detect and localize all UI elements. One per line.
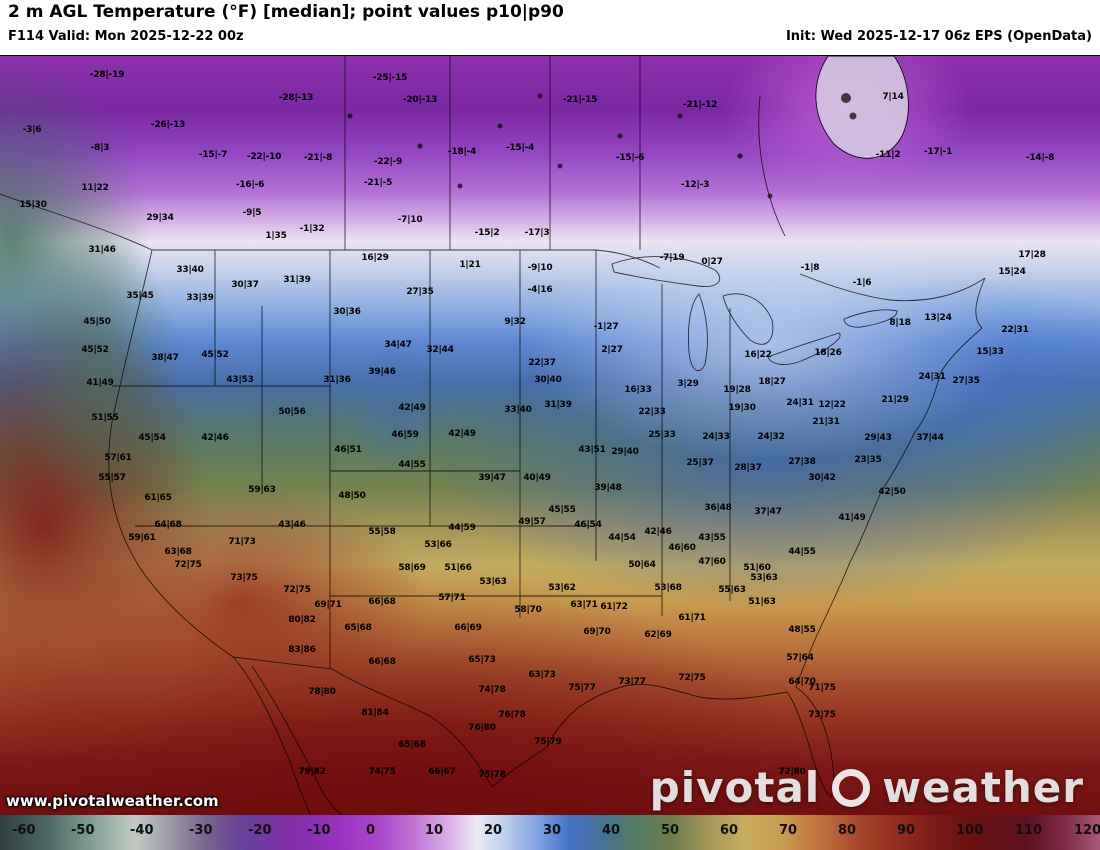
site-url-watermark: www.pivotalweather.com (6, 792, 219, 810)
colorbar-tick: -40 (130, 823, 154, 838)
colorbar-tick: 20 (484, 823, 503, 838)
small-lakes (347, 93, 857, 199)
init-time-label: Init: Wed 2025-12-17 06z EPS (OpenData) (785, 29, 1092, 44)
colorbar-tick: -20 (248, 823, 272, 838)
header: 2 m AGL Temperature (°F) [median]; point… (0, 0, 1100, 55)
colorbar-tick: 70 (779, 823, 798, 838)
colorbar-tick: 90 (897, 823, 916, 838)
brand-watermark: pivotal weather (650, 763, 1084, 812)
colorbar-tick: -60 (12, 823, 36, 838)
colorbar-tick: -10 (307, 823, 331, 838)
colorbar-tick: 40 (602, 823, 621, 838)
pivotal-weather-logo-icon (832, 768, 871, 807)
hudson-bay (815, 56, 909, 159)
colorbar-tick: -30 (189, 823, 213, 838)
temperature-colorbar: -60 -50 -40 -30 -20 -10 0 10 20 30 40 50 60 70 80 90 100… (0, 815, 1100, 850)
brand-word-pivotal: pivotal (649, 763, 821, 812)
page-title: 2 m AGL Temperature (°F) [median]; point… (8, 2, 564, 22)
colorbar-tick: 110 (1015, 823, 1043, 838)
valid-time-label: F114 Valid: Mon 2025-12-22 00z (8, 29, 244, 44)
temperature-map (0, 55, 1100, 816)
colorbar-tick: 0 (366, 823, 376, 838)
colorbar-tick: 50 (661, 823, 680, 838)
colorbar-gradient: -60 -50 -40 -30 -20 -10 0 10 20 30 40 50 60 70 80 90 100… (0, 815, 1100, 850)
colorbar-tick: 30 (543, 823, 562, 838)
colorbar-tick: 80 (838, 823, 857, 838)
colorbar-tick: 60 (720, 823, 739, 838)
colorbar-tick: -50 (71, 823, 95, 838)
brand-word-weather: weather (882, 763, 1084, 812)
colorbar-tick: 10 (425, 823, 444, 838)
colorbar-tick: 100 (956, 823, 984, 838)
colorbar-tick: 120 (1074, 823, 1100, 838)
map-borders (0, 56, 986, 816)
header-subline: F114 Valid: Mon 2025-12-22 00z Init: Wed… (8, 29, 1092, 44)
